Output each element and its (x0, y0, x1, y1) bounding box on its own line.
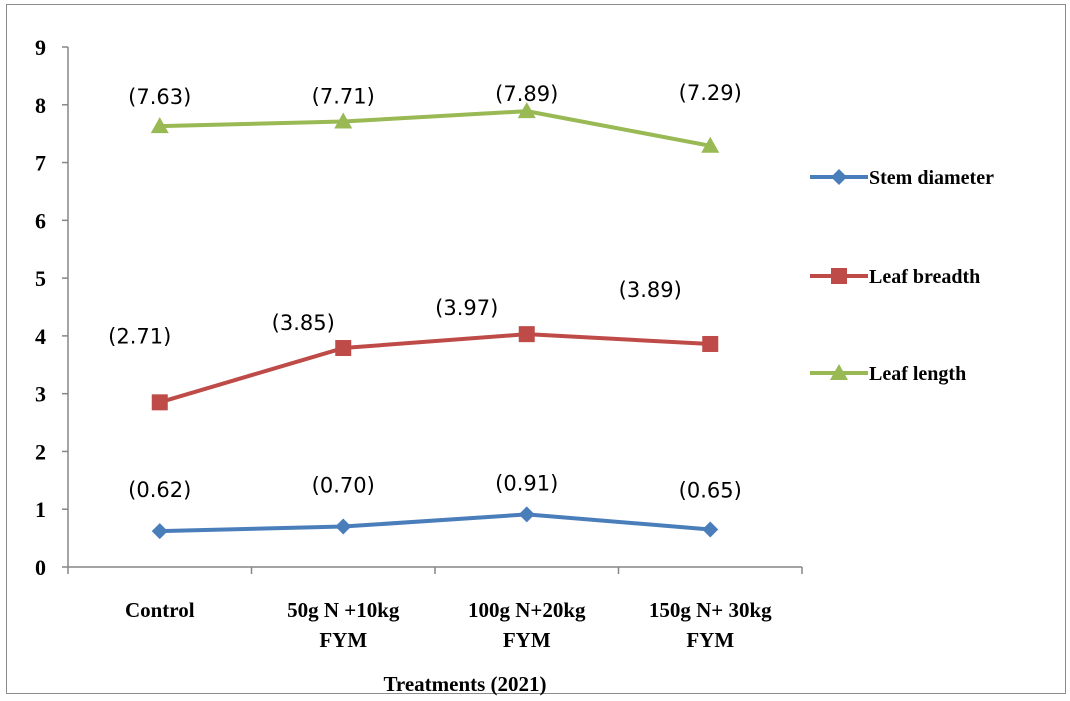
data-label: (7.89) (495, 82, 558, 106)
data-label: (7.63) (128, 85, 191, 109)
x-tick-label: 100g N+20kg (468, 598, 586, 622)
data-point (518, 326, 535, 343)
data-point (702, 521, 719, 538)
data-label: (0.65) (679, 478, 742, 502)
y-tick-label: 2 (35, 439, 46, 464)
data-point (150, 117, 169, 134)
data-label: (0.62) (128, 478, 191, 502)
y-tick-label: 5 (35, 266, 46, 291)
data-label: (0.91) (495, 471, 558, 495)
data-point (335, 518, 352, 535)
data-label: (3.97) (435, 296, 498, 320)
data-point (517, 102, 536, 119)
data-point (701, 136, 720, 153)
y-tick-label: 9 (35, 35, 46, 60)
data-point (831, 268, 847, 284)
y-tick-label: 7 (35, 151, 46, 176)
x-tick-label: FYM (686, 628, 734, 652)
series-line (159, 512, 711, 534)
data-point (831, 169, 847, 185)
data-label: (7.71) (312, 85, 375, 109)
x-tick-label: 150g N+ 30kg (649, 598, 772, 622)
data-label: (2.71) (108, 324, 171, 348)
data-point (702, 335, 719, 352)
x-axis-title: Treatments (2021) (383, 672, 546, 696)
y-tick-label: 4 (35, 324, 46, 349)
y-tick-label: 0 (35, 555, 46, 580)
x-tick-label: FYM (319, 628, 367, 652)
x-tick-label: FYM (503, 628, 551, 652)
y-tick-label: 3 (35, 382, 46, 407)
series-line (159, 332, 711, 405)
data-point (518, 506, 535, 523)
chart-frame (6, 4, 1066, 694)
series-line (159, 109, 711, 148)
legend-label: Stem diameter (869, 167, 994, 189)
legend-label: Leaf length (869, 363, 966, 385)
data-point (335, 340, 352, 357)
data-label: (3.85) (272, 311, 335, 335)
legend: Stem diameter Leaf breadth Leaf length (810, 167, 994, 385)
data-label: (3.89) (619, 278, 682, 302)
data-point (830, 364, 848, 380)
data-point (334, 112, 353, 129)
x-tick-label: Control (125, 598, 195, 622)
data-label: (0.70) (312, 474, 375, 498)
y-tick-label: 6 (35, 208, 46, 233)
x-tick-label: 50g N +10kg (287, 598, 400, 622)
data-point (151, 394, 168, 411)
data-label: (7.29) (679, 81, 742, 105)
series-layer (150, 102, 720, 540)
data-labels: (0.62) (0.70) (0.91) (0.65) (2.71) (3.85) (3.9… (108, 81, 742, 503)
y-tick-label: 1 (35, 497, 46, 522)
axes: 0 1 2 3 4 5 6 7 8 9 Control 50g N +10kg FYM 100g N+20… (35, 35, 803, 652)
legend-label: Leaf breadth (869, 266, 980, 288)
y-tick-label: 8 (35, 93, 46, 118)
data-point (151, 523, 168, 540)
